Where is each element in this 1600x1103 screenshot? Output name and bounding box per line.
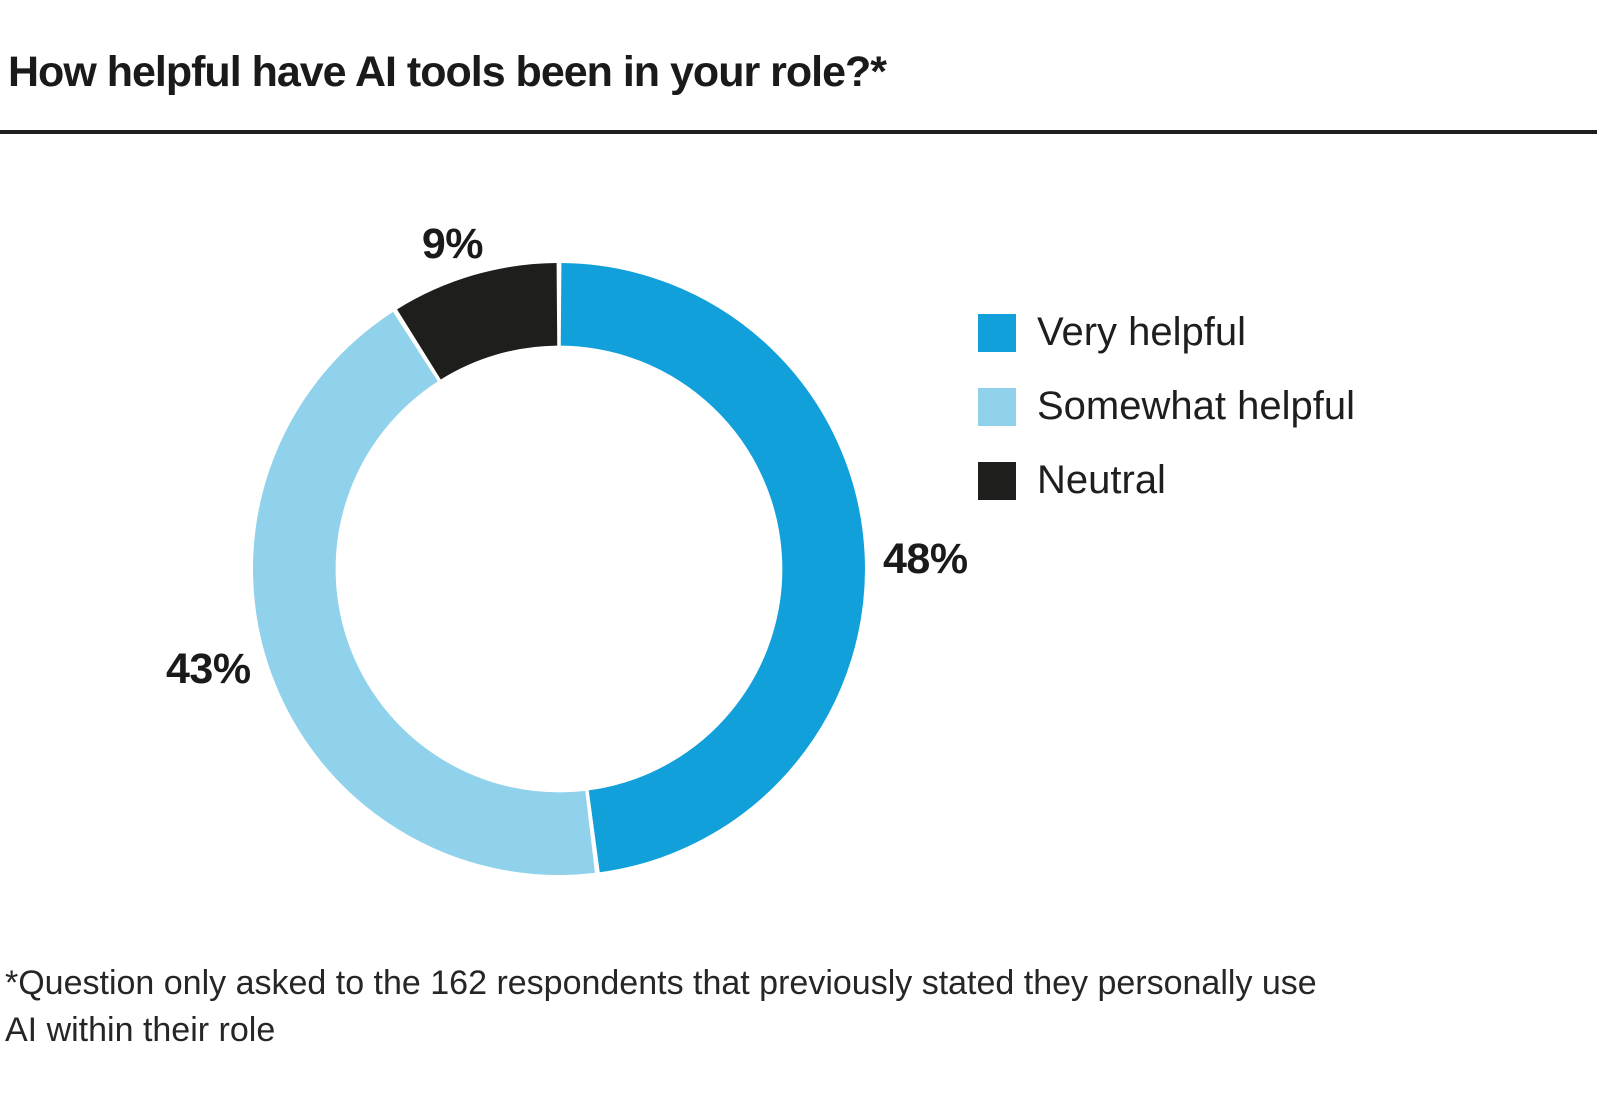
footnote: *Question only asked to the 162 responde… — [5, 964, 1317, 1049]
legend-label-somewhat-helpful: Somewhat helpful — [1037, 384, 1355, 428]
legend-item-very-helpful: Very helpful — [978, 310, 1355, 355]
legend-label-very-helpful: Very helpful — [1037, 310, 1247, 354]
value-label-somewhat-helpful: 43% — [166, 645, 251, 693]
legend: Very helpful Somewhat helpful Neutral — [978, 310, 1355, 503]
legend-swatch-very-helpful-icon — [978, 313, 1016, 352]
legend-swatch-somewhat-helpful-icon — [978, 387, 1016, 426]
legend-item-somewhat-helpful: Somewhat helpful — [978, 384, 1355, 429]
value-label-neutral: 9% — [421, 220, 484, 268]
chart-title: How helpful have AI tools been in your r… — [8, 48, 887, 96]
legend-item-neutral: Neutral — [978, 458, 1355, 503]
legend-label-neutral: Neutral — [1037, 458, 1166, 502]
legend-swatch-neutral-icon — [978, 461, 1016, 500]
title-divider — [0, 130, 1597, 134]
donut-chart — [253, 263, 865, 875]
value-label-very-helpful: 48% — [883, 535, 968, 583]
